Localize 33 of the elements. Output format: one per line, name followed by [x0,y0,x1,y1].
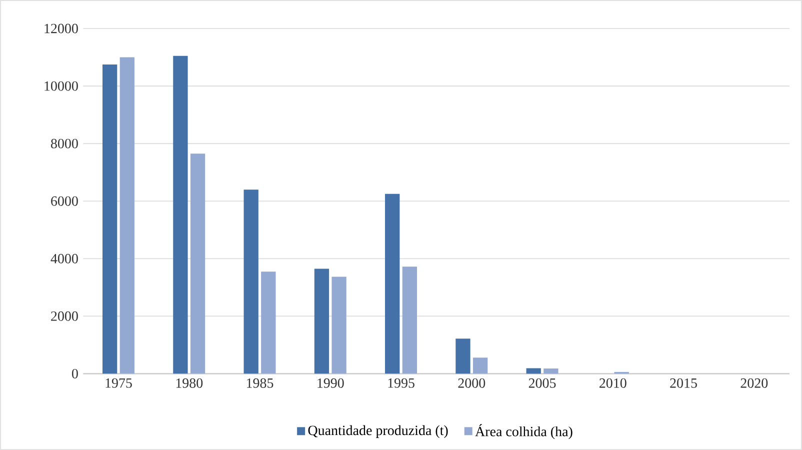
x-tick-label: 1990 [318,378,344,388]
y-tick-label: 2000 [51,311,78,321]
bar [102,64,118,374]
bar [332,276,346,374]
bar [402,266,417,374]
bar [314,268,330,374]
bar [244,190,258,374]
legend-label: Quantidade produzida (t) [308,425,448,438]
bar [544,368,558,374]
bar [261,271,276,374]
bar [472,357,488,374]
x-tick-label: 1980 [176,378,203,388]
bar [385,194,400,374]
bar [190,154,206,374]
y-tick-label: 10000 [44,81,78,91]
x-tick-label: 2010 [600,378,626,388]
x-tick-label: 2005 [528,378,556,388]
bar [456,338,470,374]
bar [526,368,541,374]
bar [173,56,188,374]
x-tick-label: 1985 [246,378,274,388]
bar [120,57,134,374]
legend-label: Área colhida (ha) [475,424,572,440]
y-tick-label: 6000 [51,196,78,206]
x-tick-label: 1975 [106,378,132,388]
y-tick-label: 12000 [44,24,78,34]
x-tick-label: 2000 [458,378,486,388]
x-tick-label: 2020 [740,378,768,388]
x-tick-label: 2015 [670,378,697,388]
y-tick-label: 8000 [50,138,78,148]
y-tick-label: 0 [72,368,78,378]
y-tick-label: 4000 [50,254,78,264]
x-tick-label: 1995 [388,378,414,388]
